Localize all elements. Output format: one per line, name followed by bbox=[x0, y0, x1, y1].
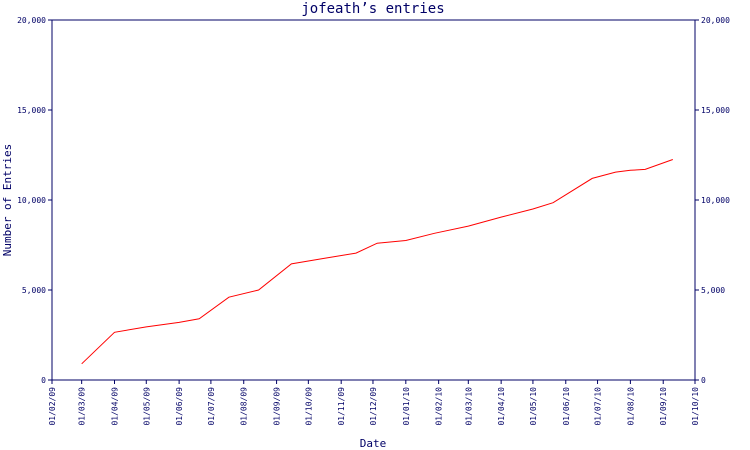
x-tick-label: 01/06/09 bbox=[175, 387, 184, 426]
plot-frame bbox=[51, 19, 696, 381]
x-tick-label: 01/08/10 bbox=[626, 387, 635, 426]
x-tick-label: 01/05/09 bbox=[142, 387, 151, 426]
x-tick-label: 01/10/10 bbox=[691, 387, 700, 426]
x-tick-label: 01/02/10 bbox=[435, 387, 444, 426]
y-tick-label-left: 15,000 bbox=[17, 106, 46, 115]
x-tick-label: 01/10/09 bbox=[304, 387, 313, 426]
y-tick-label-left: 5,000 bbox=[22, 286, 46, 295]
x-tick-label: 01/03/09 bbox=[78, 387, 87, 426]
x-tick-label: 01/07/10 bbox=[594, 387, 603, 426]
x-tick-label: 01/04/09 bbox=[110, 387, 119, 426]
x-tick-label: 01/05/10 bbox=[529, 387, 538, 426]
x-tick-label: 01/12/09 bbox=[369, 387, 378, 426]
x-tick-label: 01/01/10 bbox=[402, 387, 411, 426]
y-tick-label-right: 0 bbox=[701, 376, 706, 385]
x-tick-label: 01/04/10 bbox=[497, 387, 506, 426]
x-tick-label: 01/09/09 bbox=[273, 387, 282, 426]
x-tick-label: 01/07/09 bbox=[207, 387, 216, 426]
series-line bbox=[81, 159, 673, 365]
y-tick-label-left: 0 bbox=[41, 376, 46, 385]
x-tick-label: 01/06/10 bbox=[562, 387, 571, 426]
x-tick-label: 01/03/10 bbox=[464, 387, 473, 426]
x-tick-label: 01/08/09 bbox=[240, 387, 249, 426]
x-axis-ticks: 01/02/09 01/03/09 01/04/09 01/05/09 01/06/09… bbox=[48, 380, 700, 426]
y-axis-ticks: 0 0 5,000 5,000 10,000 10,000 15,000 15,000 20,0… bbox=[17, 16, 730, 385]
chart-title: jofeath’s entries bbox=[301, 1, 444, 17]
y-axis-label: Number of Entries bbox=[1, 144, 14, 257]
y-tick-label-left: 10,000 bbox=[17, 196, 46, 205]
y-tick-label-right: 15,000 bbox=[701, 106, 730, 115]
x-axis-label: Date bbox=[360, 437, 387, 450]
y-tick-label-right: 20,000 bbox=[701, 16, 730, 25]
x-tick-label: 01/09/10 bbox=[659, 387, 668, 426]
y-tick-label-right: 5,000 bbox=[701, 286, 725, 295]
y-tick-label-right: 10,000 bbox=[701, 196, 730, 205]
x-tick-label: 01/02/09 bbox=[48, 387, 57, 426]
x-tick-label: 01/11/09 bbox=[337, 387, 346, 426]
y-tick-label-left: 20,000 bbox=[17, 16, 46, 25]
series-layer bbox=[81, 159, 673, 365]
